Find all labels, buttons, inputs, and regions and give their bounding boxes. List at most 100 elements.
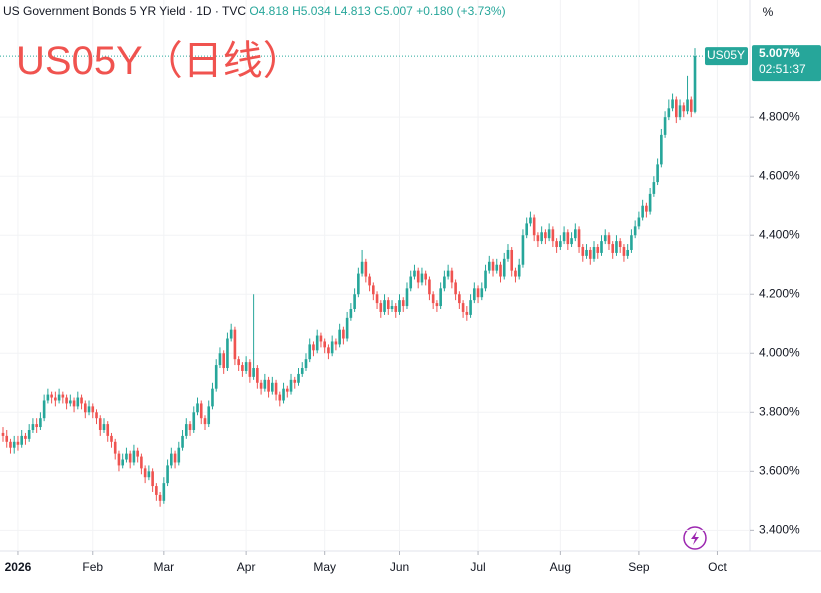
y-tick-label: 4.600% [759,168,800,182]
candle-body [226,338,229,369]
y-unit: % [763,5,774,19]
candle-body [211,388,214,407]
candle-body [413,270,416,277]
candle-body [401,300,405,307]
candle-body [203,418,207,425]
candle-body [618,241,622,248]
price-tag-value: 5.007% [759,46,800,60]
candle-body [458,294,461,304]
candle-body [506,249,510,259]
candle-body [547,229,551,239]
candle-body [319,335,323,342]
candle-body [184,424,188,436]
candle-body [87,406,91,413]
candle-body [431,294,435,304]
y-tick-label: 3.400% [759,523,800,537]
candle-body [446,270,450,277]
candle-body [349,308,353,318]
candle-body [514,270,517,277]
candle-body [330,341,334,354]
candle-body [495,264,499,271]
x-tick-label: May [313,560,336,574]
candle-body [663,117,667,135]
candle-body [487,261,491,271]
candle-body [375,294,379,304]
candle-body [9,441,12,448]
candle-body [199,403,203,419]
candle-body [241,365,244,371]
legend-header: US Government Bonds 5 YR Yield · 1D · TV… [3,4,506,18]
candle-body [570,238,573,245]
x-tick-label: Sep [628,560,650,574]
candle-body [603,235,607,242]
ohlc-high: H5.034 [292,4,331,18]
candle-body [510,249,514,271]
candle-body [588,249,592,259]
candle-body [95,412,98,419]
candle-body [405,288,409,307]
candle-body [237,359,240,366]
candle-body [20,435,24,445]
candle-body [491,261,495,271]
candle-body [424,273,427,280]
price-tag-countdown: 02:51:37 [759,62,806,76]
ohlc-low: L4.813 [334,4,371,18]
candle-body [443,276,446,289]
x-tick-label: Aug [550,560,571,574]
candle-body [577,229,581,248]
y-tick-label: 3.600% [759,463,800,477]
candle-body [353,294,356,309]
candle-body [271,382,274,392]
candle-body [170,453,173,466]
candle-body [435,303,439,307]
candle-body [379,303,383,312]
candle-body [390,306,394,309]
candle-body [83,403,87,413]
candle-body [678,105,682,118]
candle-body [91,406,95,413]
candle-body [689,99,693,112]
candle-body [297,373,300,383]
x-tick-label: Mar [154,560,175,574]
candle-body [132,450,136,463]
chart-title: US05Y（日线） [16,39,303,83]
candle-body [544,232,547,239]
candle-body [656,164,659,183]
candle-body [585,249,588,256]
candle-body [173,453,177,463]
candle-body [35,424,38,428]
event-icon[interactable] [683,526,707,550]
candle-body [147,471,151,478]
candle-body [372,285,375,295]
candle-body [562,232,566,242]
candle-body [566,232,570,245]
candle-body [652,182,656,194]
x-tick-label: Feb [82,560,103,574]
candle-body [151,471,154,487]
candle-body [622,247,626,256]
candle-body [39,418,42,428]
candle-body [532,217,536,236]
candle-body [555,241,558,248]
candle-body [517,264,521,277]
candle-body [31,424,35,430]
candle-body [308,344,312,360]
candle-body [196,403,199,413]
candle-body [368,276,371,286]
candle-body [529,217,532,224]
y-tick-label: 4.000% [759,345,800,359]
candle-body [222,353,225,369]
candle-body [420,273,424,283]
candle-body [57,394,61,401]
candle-body [416,270,420,283]
candle-body [364,261,368,277]
candle-body [289,379,293,392]
candle-body [334,341,338,345]
candle-body [502,258,506,277]
candle-body [1,432,5,436]
candle-body [450,270,454,283]
candle-body [162,483,166,501]
candle-body [465,311,469,315]
candle-body [312,344,315,351]
candle-body [278,394,282,401]
